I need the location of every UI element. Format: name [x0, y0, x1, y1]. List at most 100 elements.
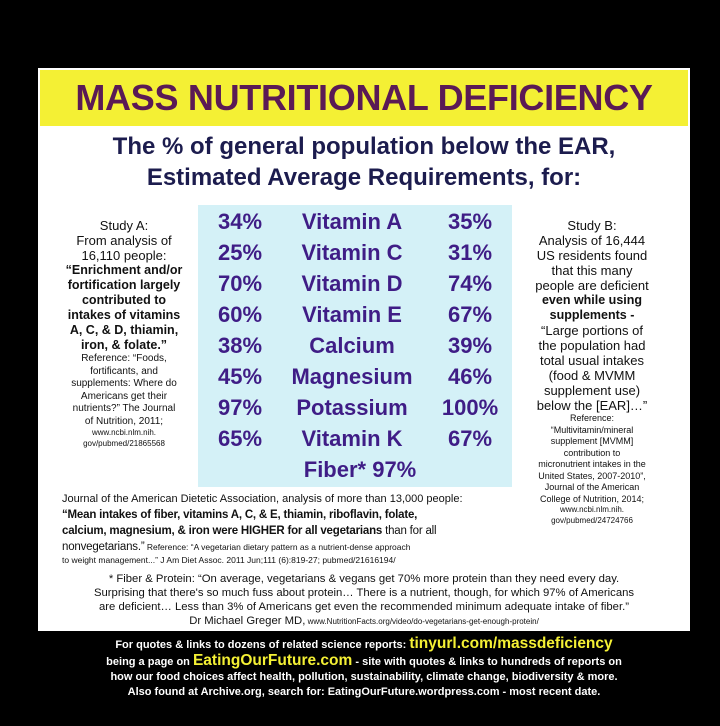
text: Journal of the American Dietetic Associa…: [62, 493, 463, 505]
percentage: 70%: [217, 271, 263, 296]
text-line: “Mean intakes of fiber, vitamins A, C, &…: [62, 507, 512, 523]
subtitle: The % of general population below the EA…: [112, 133, 616, 160]
text-line: Surprising that there's so much fuss abo…: [40, 586, 688, 600]
text: For quotes & links to dozens of related …: [115, 639, 410, 651]
text-line: gov/pubmed/21865568: [83, 438, 165, 448]
percentage: 97%: [217, 395, 263, 420]
nutrient: Magnesium: [291, 364, 413, 389]
text-line: to weight management...” J Am Diet Assoc…: [62, 555, 512, 566]
text: are deficient… Less than 3% of Americans…: [99, 601, 629, 613]
text-line: intakes of vitamins: [67, 308, 181, 322]
text: www.NutritionFacts.org/video/do-vegetari…: [305, 617, 539, 626]
subtitle: Estimated Average Requirements, for:: [146, 164, 582, 191]
link: EatingOurFuture.com: [192, 652, 353, 669]
text-line: US residents found: [536, 248, 648, 263]
text: being a page on: [106, 656, 193, 668]
text: - site with quotes & links to hundreds o…: [352, 656, 622, 668]
text-line: College of Nutrition, 2014;: [539, 493, 645, 504]
text-line: Journal of the American Dietetic Associa…: [62, 492, 512, 507]
text-line: Study B:: [567, 218, 617, 233]
percentage: 67%: [447, 426, 493, 451]
nutrient: Vitamin E: [302, 302, 402, 327]
text-line: contributed to: [81, 293, 166, 307]
title-band: [40, 70, 688, 126]
link: tinyurl.com/massdeficiency: [409, 635, 613, 652]
text-line: even while using: [541, 293, 643, 307]
text-line: A, C, & D, thiamin,: [69, 323, 179, 337]
percentage: 65%: [217, 426, 263, 451]
table-box: [198, 205, 512, 487]
text-line: calcium, magnesium, & iron were HIGHER f…: [62, 523, 512, 539]
text-line: 16,110 people:: [81, 248, 167, 263]
text-line: gov/pubmed/24724766: [551, 515, 633, 525]
percentage: 74%: [447, 271, 493, 296]
text-line: of Nutrition, 2011;: [84, 415, 164, 427]
text-line: how our food choices affect health, poll…: [40, 670, 688, 685]
nutrient: Vitamin A: [301, 209, 403, 234]
text-line: “Multivitamin/mineral: [550, 424, 634, 435]
text-line: people are deficient: [535, 278, 649, 293]
text: Reference: “A vegetarian dietary pattern…: [144, 542, 411, 552]
percentage: 100%: [441, 395, 499, 420]
text-line: micronutrient intakes in the: [538, 459, 646, 469]
nutrient: Potassium: [296, 395, 408, 420]
text-line: Journal of the American: [544, 482, 640, 492]
text-line: Study A:: [99, 218, 149, 233]
text: “Mean intakes of fiber, vitamins A, C, &…: [62, 509, 418, 521]
nutrient: Vitamin C: [301, 240, 403, 265]
text-line: contribution to: [563, 447, 621, 458]
text-line: nonvegetarians.” Reference: “A vegetaria…: [62, 539, 512, 555]
text: than for all: [382, 525, 437, 537]
text-line: supplements -: [549, 308, 635, 322]
text: * Fiber & Protein: “On average, vegetari…: [108, 573, 620, 585]
text-line: Also found at Archive.org, search for: E…: [40, 685, 688, 700]
text: nonvegetarians.”: [62, 541, 145, 553]
text: calcium, magnesium, & iron were HIGHER f…: [62, 525, 383, 537]
percentage: 45%: [217, 364, 263, 389]
text-line: www.ncbi.nlm.nih.: [559, 505, 625, 514]
text: Also found at Archive.org, search for: E…: [127, 686, 601, 698]
text-line: Americans get their: [80, 390, 168, 402]
text-line: Reference: “Foods,: [81, 353, 167, 364]
nutrient: Vitamin K: [301, 426, 403, 451]
nutrient: Calcium: [309, 333, 395, 358]
text-line: supplements: Where do: [71, 378, 177, 389]
text-line: Reference:: [569, 413, 615, 423]
percentage: 25%: [217, 240, 263, 265]
text-line: fortificants, and: [90, 365, 158, 377]
text-line: For quotes & links to dozens of related …: [40, 636, 688, 653]
percentage: 38%: [217, 333, 263, 358]
study-a: Study A: From analysis of 16,110 people: “E…: [44, 218, 204, 449]
text-line: supplement [MVMM]: [550, 436, 634, 446]
text-line: iron, & folate.”: [80, 338, 168, 352]
footer: For quotes & links to dozens of related …: [40, 636, 688, 700]
percentage: 67%: [447, 302, 493, 327]
text-line: From analysis of: [76, 233, 172, 248]
study-b: Study B: Analysis of 16,444 US residents f…: [512, 218, 672, 526]
percentage: 39%: [447, 333, 493, 358]
percentage: 35%: [447, 209, 493, 234]
text-line: “Large portions of: [541, 323, 643, 338]
text-line: nutrients?” The Journal: [72, 403, 176, 414]
percentage: 31%: [447, 240, 493, 265]
journal-note: Journal of the American Dietetic Associa…: [62, 492, 512, 566]
text: Dr Michael Greger MD,: [189, 615, 306, 627]
text-line: total usual intakes: [539, 353, 645, 368]
text-line: fortification largely: [67, 278, 181, 292]
text-line: being a page on EatingOurFuture.com - si…: [40, 653, 688, 670]
text-line: “Enrichment and/or: [65, 263, 183, 277]
text: to weight management...” J Am Diet Assoc…: [62, 555, 396, 565]
text-line: Analysis of 16,444: [538, 233, 646, 248]
percentage: 60%: [217, 302, 263, 327]
title: MASS NUTRITIONAL DEFICIENCY: [75, 77, 653, 118]
text-line: www.ncbi.nlm.nih.: [91, 428, 157, 437]
text: Surprising that there's so much fuss abo…: [93, 587, 635, 599]
percentage: 34%: [217, 209, 263, 234]
fiber-note: * Fiber & Protein: “On average, vegetari…: [40, 572, 688, 629]
fiber-row: Fiber* 97%: [303, 457, 417, 482]
nutrient: Vitamin D: [301, 271, 403, 296]
text-line: * Fiber & Protein: “On average, vegetari…: [40, 572, 688, 586]
text-line: (food & MVMM: [548, 368, 636, 383]
text-line: supplement use): [543, 383, 641, 398]
